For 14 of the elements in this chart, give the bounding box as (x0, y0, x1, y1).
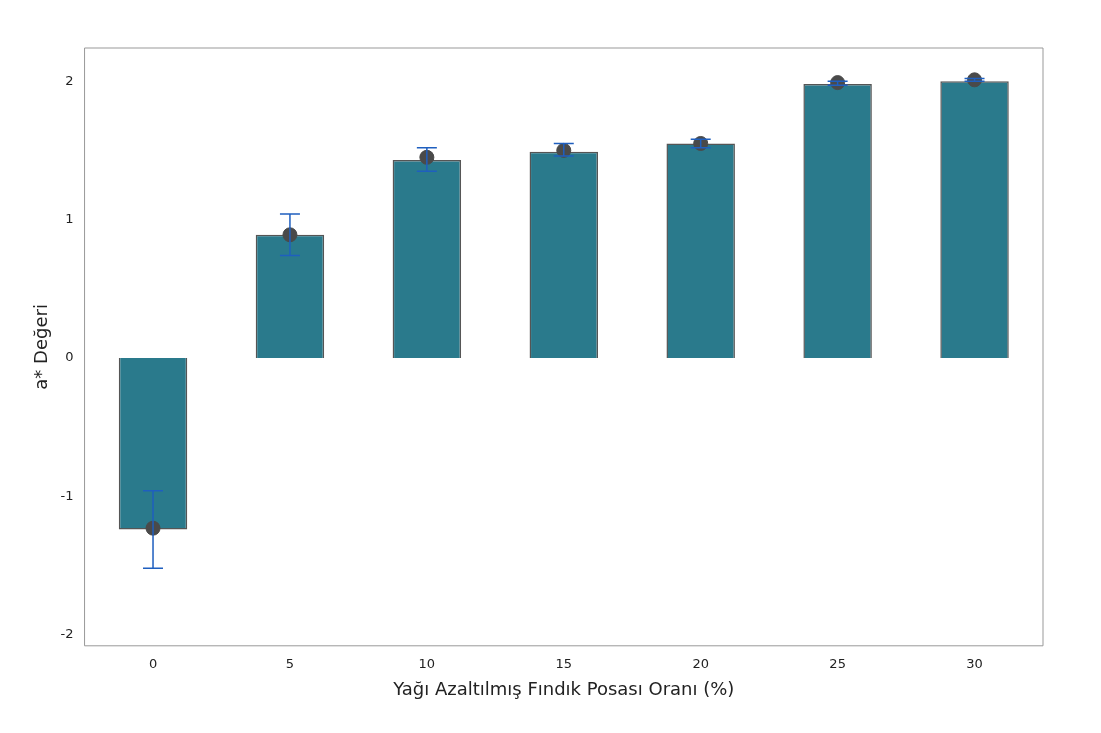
x-tick-label: 0 (148, 655, 158, 671)
x-tick-label: 15 (555, 655, 573, 671)
y-axis-title: a* Değeri (30, 304, 52, 390)
y-tick-label: 1 (65, 210, 74, 226)
x-tick-label: 20 (692, 655, 709, 671)
x-tick-label: 5 (285, 655, 295, 671)
x-tick-label: 10 (418, 655, 436, 671)
y-tick-label: -2 (60, 626, 74, 642)
y-tick-label: -1 (60, 487, 74, 503)
x-axis-title: Yağı Azaltılmış Fındık Posası Oranı (%) (392, 677, 735, 699)
x-tick-label: 25 (829, 655, 846, 671)
x-tick-label: 30 (966, 655, 983, 671)
y-tick-label: 0 (65, 349, 74, 365)
y-tick-label: 2 (65, 72, 74, 88)
